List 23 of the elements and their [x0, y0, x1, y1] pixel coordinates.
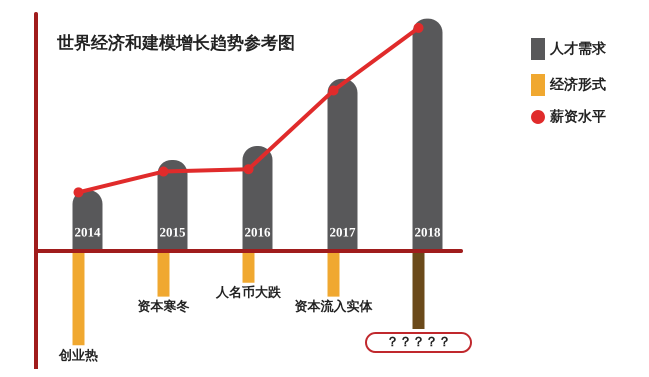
point [244, 164, 254, 174]
x-tick-label: 2018 [414, 224, 441, 240]
annotation: 人名币大跌 [215, 284, 282, 301]
annotation: 资本流入实体 [294, 298, 374, 315]
bar [158, 160, 188, 250]
annotation: 创业热 [58, 348, 98, 364]
x-tick-label: 2016 [244, 224, 271, 240]
annotation: 资本寒冬 [138, 298, 190, 315]
bar [242, 146, 272, 250]
x-tick-label: 2014 [74, 224, 101, 240]
point [414, 22, 424, 33]
legend-label: 薪资水平 [549, 109, 606, 125]
annotation: ？？？？？ [386, 335, 451, 350]
point [328, 85, 338, 96]
x-tick-label: 2017 [330, 224, 356, 240]
point [74, 187, 84, 198]
text: 世界经济和建模增长趋势参考图 [56, 34, 295, 54]
point [158, 166, 168, 177]
bar [412, 18, 442, 250]
legend-label: 人才需求 [549, 41, 607, 57]
legend-label: 经济形式 [549, 76, 606, 93]
x-tick-label: 2015 [160, 224, 186, 240]
bar [328, 78, 358, 250]
